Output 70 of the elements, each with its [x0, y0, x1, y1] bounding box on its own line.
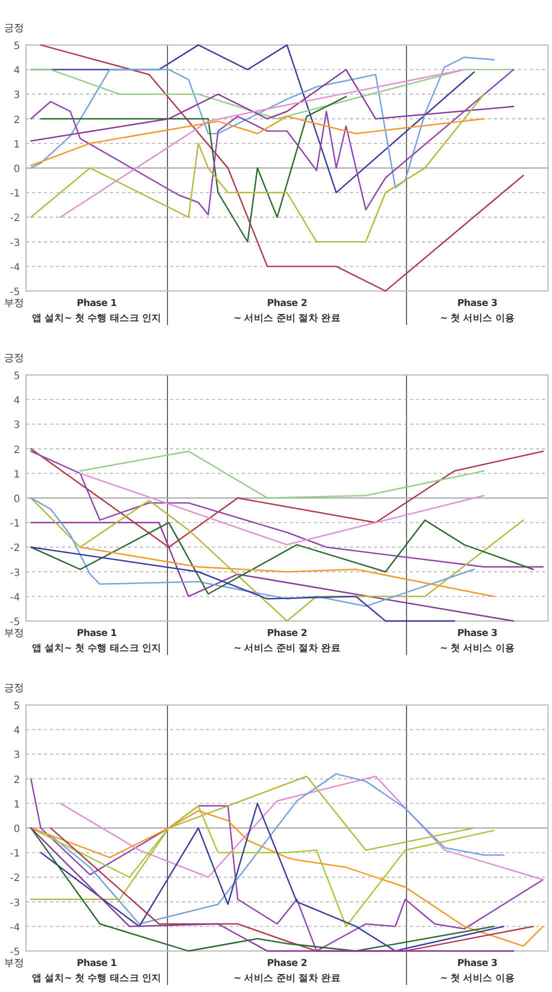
y-tick-label: 5: [14, 701, 20, 712]
line-series: [79, 450, 485, 499]
y-tick-label: 4: [14, 396, 20, 407]
y-tick-label: 3: [14, 750, 20, 762]
y-tick-label: -5: [10, 287, 20, 298]
y-tick-label: 1: [14, 799, 20, 810]
line-series: [79, 546, 495, 598]
y-tick-label: 2: [14, 444, 20, 456]
y-tick-label: 0: [14, 164, 20, 175]
line-series: [40, 44, 524, 292]
y-tick-label: 0: [14, 494, 20, 505]
y-tick-label: -2: [10, 543, 20, 554]
line-series: [30, 497, 475, 607]
line-series: [30, 776, 475, 900]
text: 긍정: [4, 23, 24, 34]
y-tick-label: 5: [14, 41, 20, 52]
y-tick-label: -3: [10, 898, 20, 909]
y-tick-label: -3: [10, 568, 20, 579]
text: Phase 1 앱 설치~ 첫 수행 태스크 인지: [32, 958, 162, 984]
line-series: [40, 802, 504, 952]
text: Phase 2 ~ 서비스 준비 절차 완료: [234, 298, 341, 324]
y-tick-label: -2: [10, 213, 20, 224]
y-tick-label: -2: [10, 873, 20, 884]
y-tick-label: -1: [10, 848, 20, 860]
text: Phase 1 앱 설치~ 첫 수행 태스크 인지: [32, 298, 162, 324]
line-series: [40, 96, 347, 242]
y-tick-label: -3: [10, 238, 20, 249]
text: 부정: [4, 958, 24, 969]
y-tick-label: -1: [10, 188, 20, 200]
line-series: [30, 56, 495, 188]
y-tick-label: -1: [10, 518, 20, 530]
line-series: [30, 810, 544, 947]
line-series: [30, 116, 485, 166]
text: Phase 3 ~ 첫 서비스 이용: [440, 628, 516, 654]
line-series: [30, 68, 514, 142]
line-series: [30, 448, 544, 548]
y-tick-label: 2: [14, 114, 20, 126]
text: 긍정: [4, 683, 24, 694]
y-tick-label: 4: [14, 726, 20, 737]
text: 긍정: [4, 353, 24, 364]
text: Phase 2 ~ 서비스 준비 절차 완료: [234, 628, 341, 654]
text: Phase 3 ~ 첫 서비스 이용: [440, 958, 516, 984]
text: Phase 3 ~ 첫 서비스 이용: [440, 298, 516, 324]
y-tick-label: 1: [14, 469, 20, 480]
text: Phase 1 앱 설치~ 첫 수행 태스크 인지: [32, 628, 162, 654]
text: 부정: [4, 298, 24, 309]
line-series: [30, 522, 514, 622]
line-series: [30, 778, 544, 952]
y-tick-label: -5: [10, 617, 20, 628]
y-tick-label: -4: [10, 592, 20, 604]
line-series: [60, 776, 544, 880]
y-tick-label: 4: [14, 66, 20, 77]
y-tick-label: 2: [14, 774, 20, 786]
y-tick-label: 3: [14, 420, 20, 432]
y-tick-label: 1: [14, 139, 20, 150]
line-series: [30, 450, 544, 568]
text: Phase 2 ~ 서비스 준비 절차 완료: [234, 958, 341, 984]
line-series: [30, 519, 534, 595]
line-series: [30, 546, 456, 622]
y-tick-label: 5: [14, 371, 20, 382]
y-tick-label: -4: [10, 922, 20, 934]
y-tick-label: -4: [10, 262, 20, 274]
y-tick-label: 3: [14, 90, 20, 102]
y-tick-label: -5: [10, 947, 20, 958]
line-series: [30, 94, 485, 242]
line-series: [60, 68, 465, 218]
y-tick-label: 0: [14, 824, 20, 835]
line-series: [30, 68, 514, 216]
text: 부정: [4, 628, 24, 639]
line-series: [30, 497, 524, 622]
